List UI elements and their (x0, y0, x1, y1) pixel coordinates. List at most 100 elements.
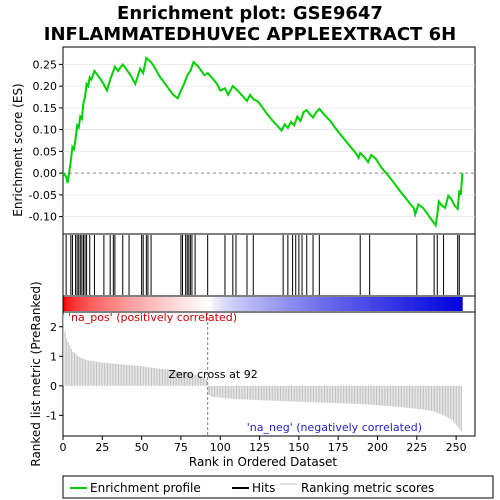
color-bar-segment (361, 297, 366, 311)
color-bar-segment (358, 297, 363, 311)
color-bar-segment (342, 297, 347, 311)
color-bar-segment (339, 297, 344, 311)
color-bar-segment (276, 297, 281, 311)
color-bar-segment (254, 297, 259, 311)
color-bar-segment (147, 297, 152, 311)
color-bar-segment (371, 297, 375, 311)
color-bar-segment (72, 297, 76, 311)
color-bar-segment (443, 297, 447, 311)
color-bar-segment (314, 297, 319, 311)
color-bar-segment (424, 297, 429, 311)
metric-plot-area (62, 311, 476, 437)
x-tick-label: 150 (288, 441, 309, 454)
color-bar-segment (169, 297, 174, 311)
color-bar-segment (368, 297, 372, 311)
color-bar-segment (232, 297, 237, 311)
color-bar-segment (198, 297, 202, 311)
color-bar-segment (352, 297, 356, 311)
color-bar-segment (257, 297, 262, 311)
color-bar-segment (129, 297, 133, 311)
color-bar-segment (107, 297, 111, 311)
color-bar-segment (119, 297, 124, 311)
color-bar-segment (390, 297, 394, 311)
color-bar-segment (185, 297, 190, 311)
color-bar-segment (97, 297, 102, 311)
color-bar-segment (408, 297, 413, 311)
color-bar-segment (393, 297, 397, 311)
color-bar-segment (418, 297, 422, 311)
color-bar-segment (421, 297, 425, 311)
color-bar-segment (280, 297, 284, 311)
color-bar-segment (415, 297, 419, 311)
x-tick-label: 25 (95, 441, 109, 454)
color-bar-segment (110, 297, 114, 311)
color-bar-segment (85, 297, 89, 311)
x-tick-label: 250 (446, 441, 467, 454)
neg-correlated-label: 'na_neg' (negatively correlated) (247, 421, 422, 434)
es-line-group (62, 55, 464, 228)
color-bar-segment (182, 297, 186, 311)
es-gridlines (63, 63, 475, 218)
color-bar-segment (220, 297, 224, 311)
color-bar-segment (122, 297, 127, 311)
metric-y-tick-label: 1 (50, 350, 57, 363)
legend-metric-label: Ranking metric scores (301, 481, 434, 495)
color-bar-segment (405, 297, 410, 311)
color-bar-segment (66, 297, 70, 311)
color-bar-segment (377, 297, 381, 311)
color-bar-segment (289, 297, 293, 311)
color-bar-segment (125, 297, 130, 311)
legend-es-label: Enrichment profile (90, 481, 201, 495)
color-bar-segment (380, 297, 385, 311)
color-bar-segment (166, 297, 171, 311)
color-bar-segment (204, 297, 208, 311)
color-bar-segment (88, 297, 92, 311)
color-bar-segment (430, 297, 435, 311)
x-tick-label: 225 (406, 441, 427, 454)
color-bar-segment (402, 297, 407, 311)
color-bar-segment (333, 297, 337, 311)
color-bar-segment (138, 297, 142, 311)
rank-color-bar (63, 297, 463, 311)
es-y-axis-label: Enrichment score (ES) (11, 83, 25, 216)
x-tick-label: 0 (60, 441, 67, 454)
color-bar-segment (305, 297, 309, 311)
color-bar-segment (273, 297, 278, 311)
color-bar-segment (160, 297, 164, 311)
color-bar-segment (270, 297, 275, 311)
es-y-ticks: -0.10 -0.05 0.00 0.05 0.10 0.15 0.20 0.25 (29, 58, 63, 224)
color-bar-segment (264, 297, 268, 311)
color-bar-segment (179, 297, 183, 311)
color-bar-segment (81, 297, 86, 311)
color-bar-segment (157, 297, 161, 311)
color-bar-segment (437, 297, 441, 311)
color-bar-segment (283, 297, 287, 311)
color-bar-segment (327, 297, 331, 311)
color-bar-segment (330, 297, 334, 311)
color-bar-segment (78, 297, 83, 311)
x-axis-ticks: 0 25 50 75 100 125 150 175 200 225 250 (60, 436, 467, 454)
color-bar-segment (364, 297, 369, 311)
color-bar-segment (308, 297, 312, 311)
color-bar-segment (440, 297, 444, 311)
color-bar-segment (94, 297, 98, 311)
color-bar-segment (217, 297, 221, 311)
color-bar-segment (456, 297, 460, 311)
color-bar-segment (226, 297, 230, 311)
color-bar-segment (151, 297, 155, 311)
color-bar-segment (298, 297, 303, 311)
zero-cross-label: Zero cross at 92 (168, 368, 257, 381)
x-tick-label: 125 (249, 441, 270, 454)
x-tick-label: 50 (135, 441, 149, 454)
color-bar-segment (201, 297, 205, 311)
color-bar-segment (292, 297, 297, 311)
color-bar-segment (69, 297, 73, 311)
color-bar-segment (446, 297, 451, 311)
color-bar-segment (154, 297, 158, 311)
color-bar-segment (302, 297, 306, 311)
chart-title-line1: Enrichment plot: GSE9647 (117, 3, 383, 24)
color-bar-segment (286, 297, 290, 311)
color-bar-segment (346, 297, 350, 311)
metric-y-tick-label: 2 (50, 321, 57, 334)
